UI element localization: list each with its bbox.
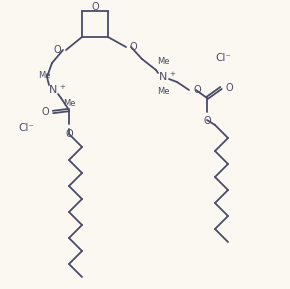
Text: Cl⁻: Cl⁻ [215, 53, 231, 63]
Text: O: O [41, 107, 49, 117]
Text: Me: Me [157, 57, 169, 66]
Text: N: N [159, 72, 167, 82]
Text: O: O [130, 42, 138, 52]
Text: Me: Me [39, 71, 51, 80]
Text: O: O [91, 2, 99, 12]
Text: O: O [65, 129, 73, 139]
Text: O: O [53, 45, 61, 55]
Text: Cl⁻: Cl⁻ [18, 123, 34, 133]
Text: O: O [203, 116, 211, 126]
Text: O: O [225, 83, 233, 93]
Text: N: N [49, 85, 57, 95]
Text: Me: Me [63, 99, 75, 108]
Text: +: + [169, 71, 175, 77]
Text: O: O [193, 85, 201, 95]
Text: +: + [59, 84, 65, 90]
Text: Me: Me [157, 87, 169, 96]
